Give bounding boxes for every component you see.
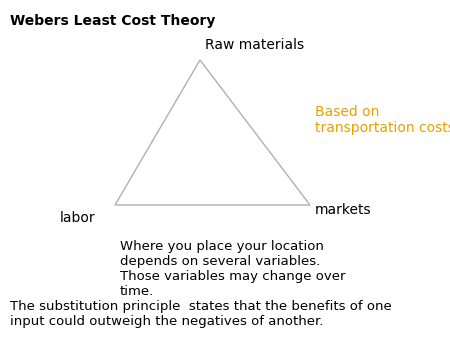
Text: labor: labor: [60, 211, 95, 225]
Text: Webers Least Cost Theory: Webers Least Cost Theory: [10, 14, 216, 28]
Text: Where you place your location
depends on several variables.
Those variables may : Where you place your location depends on…: [120, 240, 346, 298]
Text: The substitution principle  states that the benefits of one
input could outweigh: The substitution principle states that t…: [10, 300, 392, 328]
Text: Raw materials: Raw materials: [205, 38, 304, 52]
Text: markets: markets: [315, 203, 372, 217]
Text: Based on
transportation costs: Based on transportation costs: [315, 105, 450, 135]
